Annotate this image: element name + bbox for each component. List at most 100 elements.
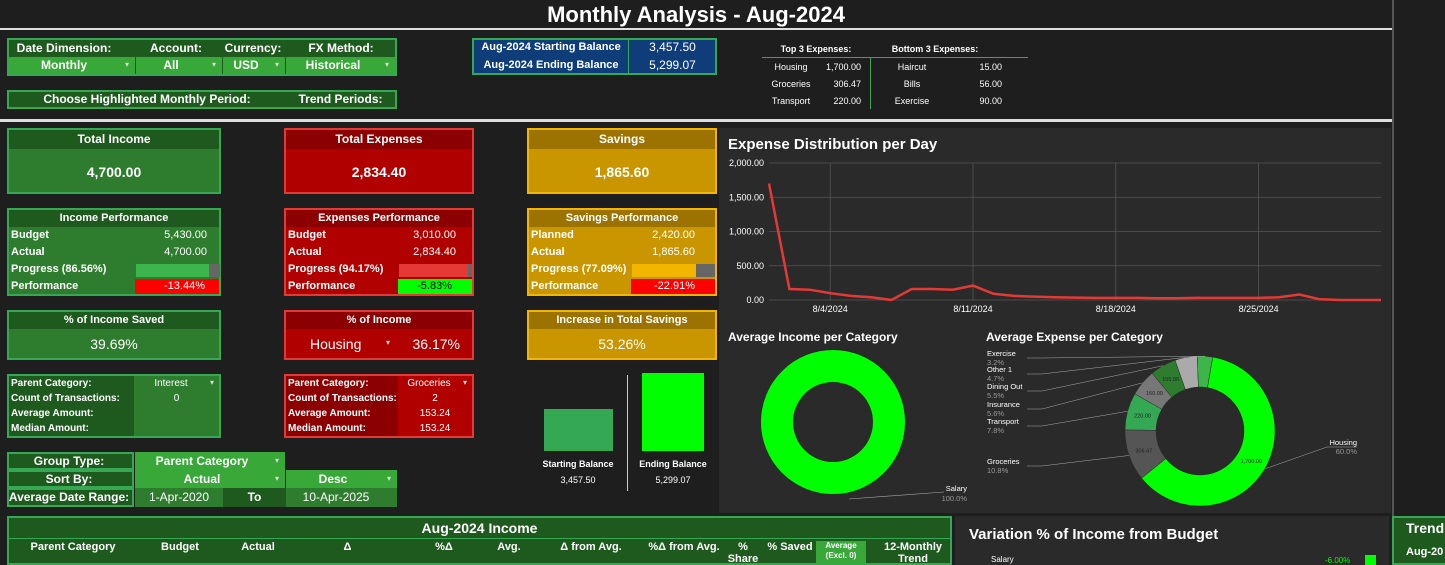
date-dimension-select[interactable]: Monthly ▾	[9, 57, 135, 74]
income-parent-label: Parent Category:	[11, 378, 92, 389]
expense-parent-select[interactable]: Groceries ▾	[398, 376, 472, 391]
chevron-down-icon: ▾	[274, 456, 279, 465]
expense-line-chart-title: Expense Distribution per Day	[728, 136, 938, 153]
range-to-value: 10-Apr-2025	[302, 490, 370, 504]
x-tick-label: 8/25/2024	[1239, 304, 1279, 314]
expense-count-value: 2	[432, 393, 438, 404]
bottom3-name: Bills	[903, 79, 921, 89]
expenses-budget-label: Budget	[288, 229, 326, 241]
bottom3-value: 56.00	[979, 79, 1002, 89]
savings-label: Savings	[529, 130, 715, 149]
y-tick-label: 500.00	[736, 261, 764, 271]
income-parent-select[interactable]: Interest ▾	[134, 376, 219, 391]
account-label: Account:	[150, 41, 202, 55]
income-actual-label: Actual	[11, 246, 45, 258]
y-tick-label: 2,000.00	[729, 158, 764, 168]
total-expenses-label: Total Expenses	[286, 130, 472, 149]
total-income-label: Total Income	[9, 130, 219, 149]
savings-progress-bar	[632, 264, 715, 277]
donut-label: Transport	[987, 417, 1020, 426]
ending-balance-bar	[642, 373, 704, 451]
range-to-label: To	[247, 490, 262, 504]
range-from-value: 1-Apr-2020	[148, 490, 210, 504]
fx-method-select[interactable]: Historical ▾	[286, 57, 395, 74]
y-tick-label: 1,500.00	[729, 192, 764, 202]
range-to-input[interactable]: 10-Apr-2025	[286, 488, 397, 507]
income-table: Aug-2024 Income Parent Category Budget Act…	[7, 516, 952, 565]
income-count-value: 0	[173, 393, 180, 404]
currency-select[interactable]: USD ▾	[223, 57, 285, 74]
expense-category-card: Parent Category: Groceries ▾ Count of Tr…	[284, 374, 474, 438]
leader-line	[1027, 365, 1164, 392]
income-table-header: Δ	[343, 541, 352, 553]
ending-balance-bar-label: Ending Balance	[639, 459, 707, 469]
top3-name: Housing	[774, 62, 808, 72]
donut-label: Other 1	[987, 365, 1012, 374]
sort-direction-select[interactable]: Desc ▾	[286, 470, 397, 488]
balance-bars-chart: Starting Balance 3,457.50 Ending Balance…	[527, 370, 717, 491]
leader-line	[1027, 410, 1128, 427]
variation-row-label: Salary	[991, 555, 1014, 564]
increase-savings-label: Increase in Total Savings	[529, 312, 715, 329]
bottom3-value: 15.00	[979, 62, 1002, 72]
donut-label: Housing	[1329, 438, 1357, 447]
account-value: All	[163, 58, 179, 72]
income-progress-fill	[136, 264, 209, 277]
savings-progress-label: Progress (77.09%)	[531, 263, 627, 275]
bottom3-value: 90.00	[979, 96, 1002, 106]
donut-pct: 10.8%	[987, 466, 1009, 475]
income-budget-label: Budget	[11, 229, 49, 241]
currency-value: USD	[233, 58, 259, 72]
pct-income-saved-label: % of Income Saved	[9, 312, 219, 329]
pct-of-income-category-select[interactable]: Housing ▾	[286, 329, 396, 359]
chevron-down-icon: ▾	[384, 60, 389, 69]
y-tick-label: 1,000.00	[729, 227, 764, 237]
expense-average-label: Average Amount:	[288, 408, 371, 419]
trend-periods-label: Trend Periods:	[298, 92, 383, 106]
range-from-input[interactable]: 1-Apr-2020	[135, 488, 223, 507]
leader-line	[1027, 357, 1187, 375]
savings-performance-title: Savings Performance	[529, 210, 715, 227]
right-divider	[1392, 0, 1394, 565]
income-table-header: % Share	[727, 541, 759, 565]
expenses-progress-bar	[399, 264, 472, 277]
bottom3-label: Bottom 3 Expenses:	[891, 44, 979, 54]
highlight-period-panel[interactable]	[7, 90, 397, 109]
section-divider	[0, 119, 1392, 122]
trend-side-row: Aug-20	[1406, 546, 1444, 558]
account-select[interactable]: All ▾	[136, 57, 222, 74]
leader-line	[1027, 455, 1130, 467]
income-table-header: % Saved	[767, 541, 813, 553]
income-performance-value: -13.44%	[135, 279, 219, 294]
sort-by-select[interactable]: Actual ▾	[135, 470, 285, 488]
group-type-select[interactable]: Parent Category ▾	[135, 452, 285, 470]
slice-value-label: 1,700.00	[1241, 459, 1262, 465]
income-table-header: 12-Monthly Trend	[883, 541, 943, 565]
ending-balance-label: Aug-2024 Ending Balance	[483, 59, 619, 71]
x-tick-label: 8/18/2024	[1096, 304, 1136, 314]
income-table-title: Aug-2024 Income	[421, 520, 538, 536]
starting-balance-bar	[544, 409, 613, 451]
chevron-down-icon: ▾	[209, 378, 214, 387]
savings-card: Savings 1,865.60	[527, 128, 717, 194]
savings-actual-value: 1,865.60	[652, 246, 695, 258]
top3-value: 1,700.00	[825, 62, 861, 72]
donut-pct: 60.0%	[1336, 447, 1358, 456]
savings-performance-label: Performance	[531, 280, 599, 292]
balance-box	[472, 38, 717, 75]
expenses-performance-card: Expenses Performance Budget 3,010.00 Act…	[284, 208, 474, 296]
fx-method-label: FX Method:	[308, 41, 374, 55]
savings-planned-value: 2,420.00	[652, 229, 695, 241]
grouping-panel: Group Type: Parent Category ▾ Sort By: A…	[7, 452, 397, 508]
increase-savings-card: Increase in Total Savings 53.26%	[527, 310, 717, 360]
chevron-down-icon: ▾	[386, 338, 391, 347]
leader-line	[1264, 446, 1357, 470]
starting-balance-value: 3,457.50	[649, 40, 696, 54]
pct-of-income-value: 36.17%	[412, 336, 460, 352]
fx-method-value: Historical	[305, 58, 361, 72]
income-progress-label: Progress (86.56%)	[11, 263, 107, 275]
trend-side-panel: Trend Aug-20	[1392, 516, 1445, 565]
income-table-header: Δ from Avg.	[560, 541, 622, 553]
variation-bar	[1365, 555, 1376, 565]
